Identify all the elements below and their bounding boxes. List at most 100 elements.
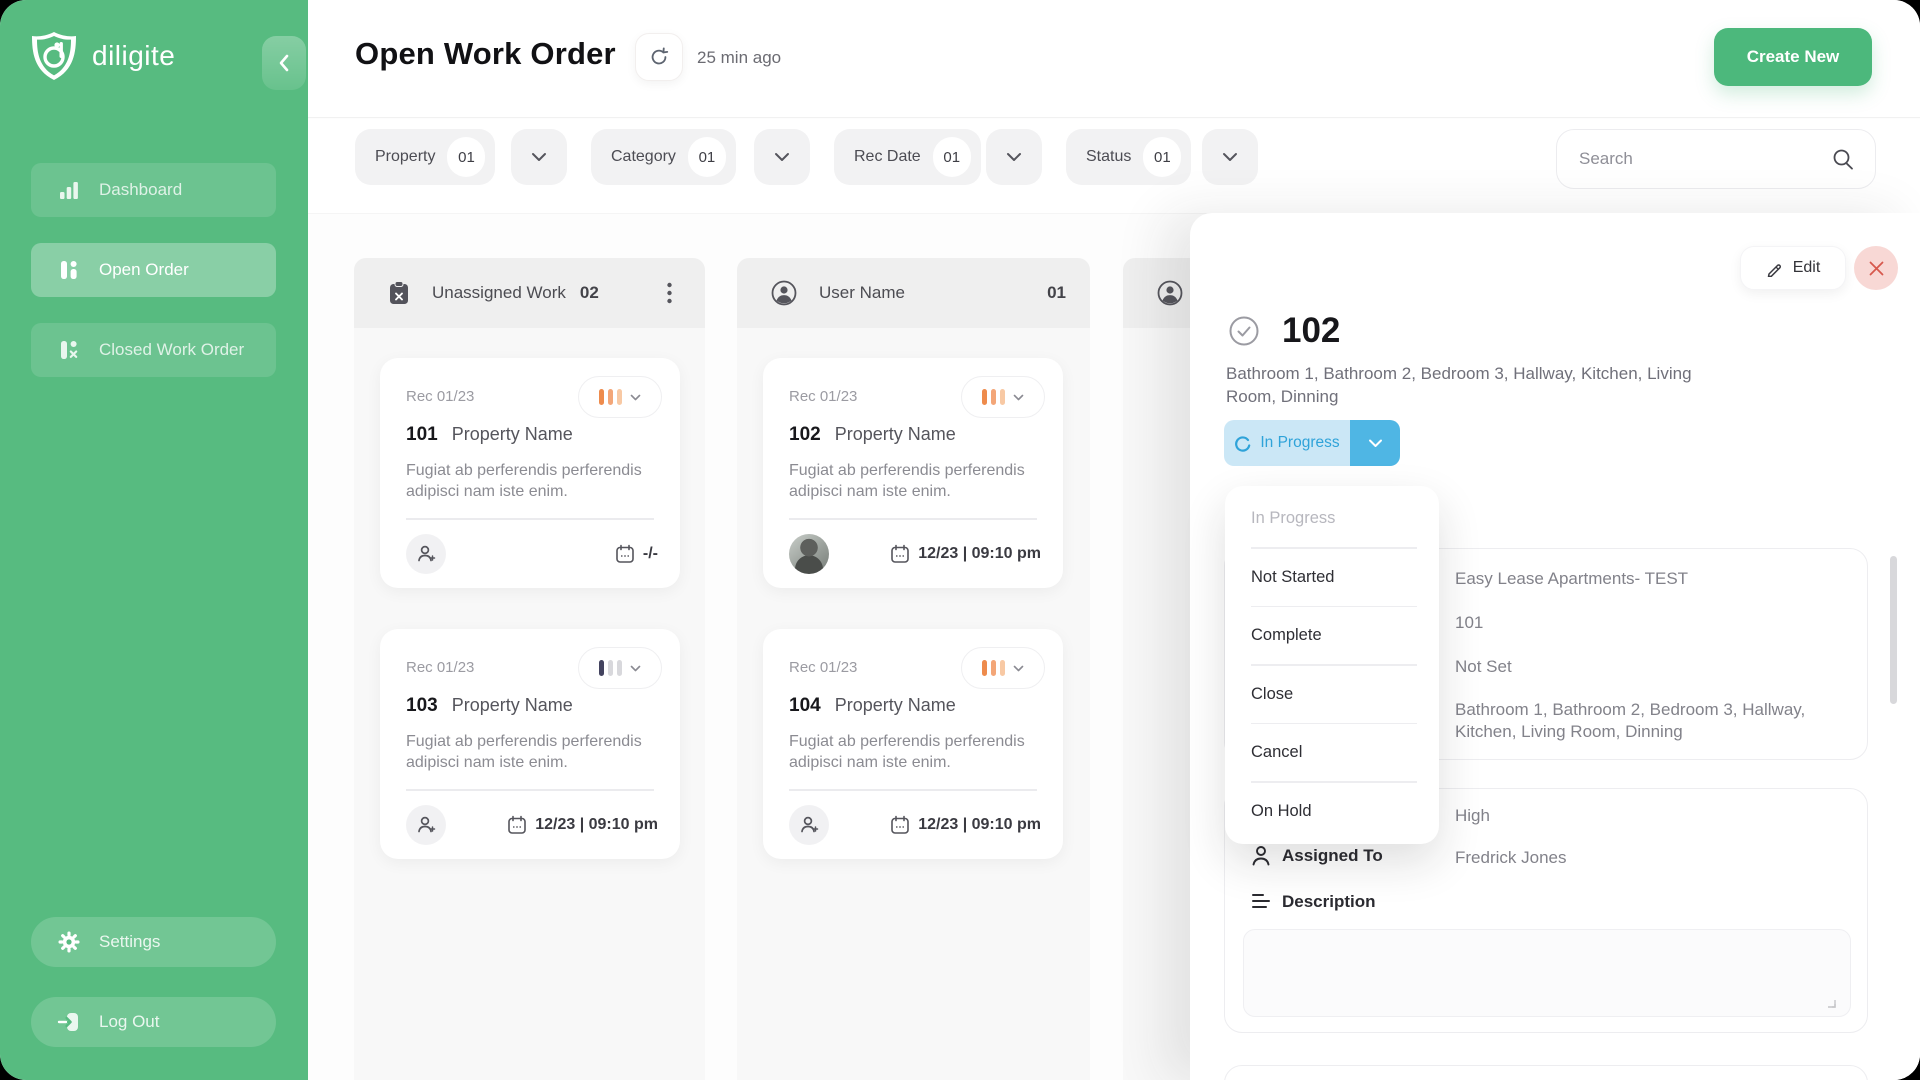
card-divider [406,518,654,520]
rec-date-label: Rec 01/23 [789,388,858,405]
assignee-avatar[interactable] [789,534,829,574]
clipboard-x-icon [390,281,408,304]
sidebar-item-dashboard[interactable]: Dashboard [31,163,276,217]
status-current-button[interactable]: In Progress [1224,420,1350,466]
priority-bar [982,660,987,676]
card-divider [406,789,654,791]
sidebar-item-open-order[interactable]: Open Order [31,243,276,297]
priority-bar [617,660,622,676]
description-textarea[interactable] [1243,929,1851,1017]
card-description: Fugiat ab perferendis perferendis adipis… [406,733,642,772]
sidebar-item-label: Dashboard [99,180,183,199]
sidebar-item-logout[interactable]: Log Out [31,997,276,1047]
status-option-complete[interactable]: Complete [1251,626,1322,644]
filter-property-dropdown-button[interactable] [511,129,567,185]
sidebar-collapse-button[interactable] [262,36,306,90]
priority-dropdown[interactable] [578,376,662,418]
filter-label: Category [611,148,676,165]
category-value: Not Set [1455,657,1512,676]
page-header: Open Work Order 25 min ago Create New [308,0,1920,118]
drawer-scrollbar-thumb[interactable] [1890,556,1897,704]
kanban-x-icon [61,341,78,359]
assign-user-button[interactable] [406,805,446,845]
column-title: Unassigned Work [432,283,566,302]
filter-rec-date-dropdown-button[interactable] [986,129,1042,185]
create-new-button[interactable]: Create New [1714,28,1872,86]
priority-dropdown[interactable] [578,647,662,689]
work-order-detail-drawer: Edit 102 Bathroom 1, Bathroom 2, Bedroom… [1190,213,1920,1080]
areas-value: Bathroom 1, Bathroom 2, Bedroom 3, Hallw… [1455,700,1806,741]
sidebar-item-settings[interactable]: Settings [31,917,276,967]
sidebar-item-closed-work-order[interactable]: Closed Work Order [31,323,276,377]
kebab-menu-icon [666,282,672,304]
status-option-on-hold[interactable]: On Hold [1251,801,1312,820]
work-order-card-104[interactable]: Rec 01/23 104 Property Name Fugiat ab pe… [763,629,1063,859]
close-drawer-button[interactable] [1854,246,1898,290]
chevron-down-icon [1007,153,1021,161]
filter-label: Rec Date [854,148,921,165]
chevron-down-icon [1013,665,1024,671]
filter-category-dropdown-button[interactable] [754,129,810,185]
menu-divider [1251,722,1417,724]
status-option-cancel[interactable]: Cancel [1251,743,1303,761]
status-option-in-progress: In Progress [1251,509,1336,527]
card-title: Property Name [834,695,956,715]
person-add-icon [801,816,819,833]
card-description: Fugiat ab perferendis perferendis adipis… [406,462,642,501]
chevron-down-icon [630,665,641,671]
property-name-value: Easy Lease Apartments- TEST [1455,569,1689,588]
page-title: Open Work Order [355,36,616,71]
sidebar: diligite Dashboard Open Order [0,0,308,1080]
status-dropdown-button[interactable] [1350,420,1400,466]
status-option-close[interactable]: Close [1251,684,1294,703]
sidebar-item-label: Log Out [99,1012,160,1031]
filter-property[interactable]: Property 01 [355,129,496,185]
work-order-card-101[interactable]: Rec 01/23 101 Property Name Fugiat ab pe… [380,358,680,588]
close-icon [1869,261,1883,275]
work-order-card-103[interactable]: Rec 01/23 103 Property Name Fugiat ab pe… [380,629,680,859]
priority-bar [599,389,604,405]
filter-category[interactable]: Category 01 [591,129,736,185]
gear-icon [58,931,80,953]
calendar-icon [616,544,634,563]
work-order-card-102[interactable]: Rec 01/23 102 Property Name Fugiat ab pe… [763,358,1063,588]
filter-count-badge: 01 [932,137,971,177]
priority-bar [599,660,604,676]
column-unassigned-work: Unassigned Work 02 Rec 01/23 [354,258,705,1080]
due-date: 12/23 | 09:10 pm [918,545,1041,562]
status-split-button[interactable]: In Progress [1224,420,1400,466]
filter-status-dropdown-button[interactable] [1202,129,1258,185]
assign-user-button[interactable] [789,805,829,845]
filter-status[interactable]: Status 01 [1066,129,1192,185]
menu-divider [1251,547,1417,549]
priority-dropdown[interactable] [961,647,1045,689]
kanban-icon [61,261,77,279]
menu-divider [1251,664,1417,666]
assigned-to-label: Assigned To [1282,846,1383,865]
chevron-down-icon [630,394,641,400]
card-id: 102 [789,424,821,445]
filter-count-badge: 01 [687,137,726,177]
due-date: 12/23 | 09:10 pm [918,816,1041,833]
status-option-not-started[interactable]: Not Started [1251,567,1335,586]
column-menu-button[interactable] [657,281,681,305]
card-description: Fugiat ab perferendis perferendis adipis… [789,462,1025,501]
person-add-icon [418,816,436,833]
edit-button[interactable]: Edit [1740,246,1846,290]
rec-date-label: Rec 01/23 [406,659,475,676]
chevron-left-icon [279,54,289,72]
card-divider [789,789,1037,791]
status-current-label: In Progress [1260,434,1340,451]
menu-divider [1251,781,1417,783]
priority-dropdown[interactable] [961,376,1045,418]
priority-bar [1000,660,1005,676]
filter-rec-date[interactable]: Rec Date 01 [834,129,981,185]
card-divider [789,518,1037,520]
next-section-card [1224,1065,1868,1080]
refresh-button[interactable] [635,33,683,81]
sidebar-item-label: Settings [99,932,161,951]
search-input[interactable] [1579,149,1831,169]
check-circle-icon [1229,316,1259,346]
assign-user-button[interactable] [406,534,446,574]
